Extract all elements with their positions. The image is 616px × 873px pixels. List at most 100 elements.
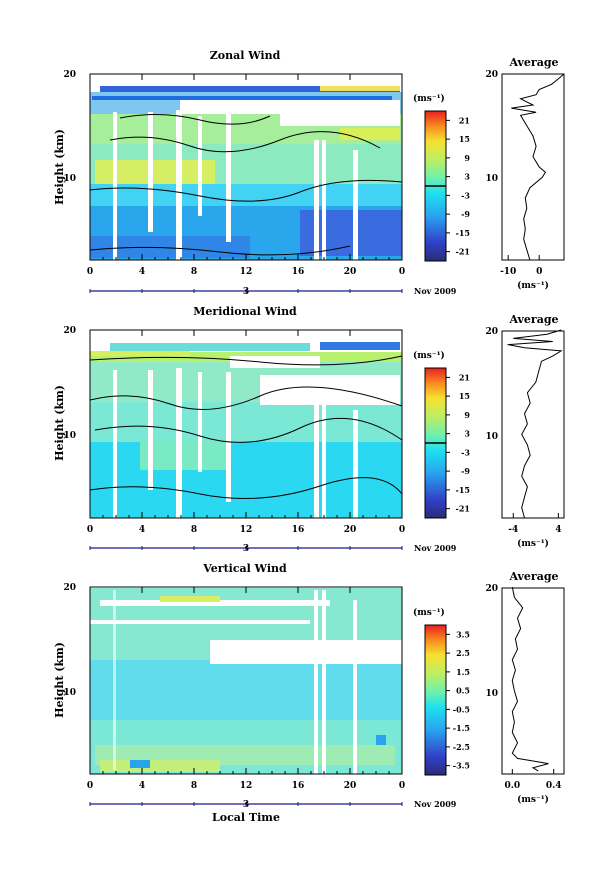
profile-line <box>511 586 549 772</box>
profile-title: Average <box>508 56 558 69</box>
profile-x-label: (ms⁻¹) <box>517 538 549 549</box>
panel-title: Vertical Wind <box>202 562 287 575</box>
y-tick-label: 20 <box>63 583 76 593</box>
x-tick-label: 4 <box>139 525 145 535</box>
colorbar-tick-label: -21 <box>456 247 470 257</box>
x-tick-label: 0 <box>87 525 93 535</box>
y-axis-label: Height (km) <box>53 129 66 205</box>
profile-x-tick-label: 4 <box>555 525 561 535</box>
day-label: 3 <box>243 800 249 810</box>
day-label: 3 <box>243 287 249 297</box>
panel-zonal-wind: Zonal Wind <box>53 49 565 297</box>
colorbar-tick-label: -9 <box>461 209 470 219</box>
profile-title: Average <box>508 313 558 326</box>
profile-x-label: (ms⁻¹) <box>517 280 549 291</box>
colorbar-tick-label: 9 <box>464 410 470 420</box>
panel-meridional-wind: Meridional Wind 0 4 8 12 16 20 0 <box>53 305 565 554</box>
colorbar-tick-label: 9 <box>464 153 470 163</box>
colorbar-tick-label: 3 <box>464 172 470 182</box>
x-tick-label: 8 <box>191 267 197 277</box>
colorbar-tick-label: -3 <box>461 190 470 200</box>
profile-y-tick: 20 <box>485 327 498 337</box>
colorbar-tick-label: 2.5 <box>456 648 470 658</box>
date-label: Nov 2009 <box>414 543 457 553</box>
x-tick-label: 20 <box>344 781 357 791</box>
colorbar-tick-label: -9 <box>461 466 470 476</box>
colorbar-label: (ms⁻¹) <box>413 607 445 618</box>
colorbar-tick-label: -15 <box>456 485 470 495</box>
x-axis-label: Local Time <box>212 811 280 824</box>
heatmap-field <box>89 86 403 260</box>
profile-frame <box>501 73 565 261</box>
profile-frame <box>501 587 565 775</box>
colorbar-tick-label: -1.5 <box>453 723 470 733</box>
colorbar-ticks: 3.5 2.5 1.5 0.5 -0.5 -1.5 -2.5 -3.5 <box>446 629 470 771</box>
x-tick-label: 0 <box>399 781 405 791</box>
panel-vertical-wind: Vertical Wind 0 4 8 12 16 20 0 20 10 Height (k… <box>53 562 565 824</box>
y-tick-label: 20 <box>63 70 76 80</box>
colorbar-label: (ms⁻¹) <box>413 93 445 104</box>
colorbar-tick-label: 15 <box>459 134 470 144</box>
day-label: 3 <box>243 544 249 554</box>
x-tick-label: 12 <box>240 525 253 535</box>
colorbar-tick-label: 1.5 <box>456 667 470 677</box>
x-tick-label: 12 <box>240 781 253 791</box>
date-label: Nov 2009 <box>414 799 457 809</box>
x-tick-label: 0 <box>399 525 405 535</box>
profile-x-tick-label: -10 <box>500 267 516 277</box>
colorbar-label: (ms⁻¹) <box>413 350 445 361</box>
profile-line <box>507 329 563 519</box>
profile-x-tick-label: 0.4 <box>546 781 562 791</box>
x-tick-label: 16 <box>292 525 305 535</box>
profile-y-tick: 10 <box>485 174 498 184</box>
colorbar-tick-label: -0.5 <box>453 704 470 714</box>
profile-frame <box>501 330 565 519</box>
profile-x-tick-label: 0 <box>536 267 542 277</box>
x-tick-label: 8 <box>191 525 197 535</box>
y-tick-label: 10 <box>63 688 76 698</box>
profile-y-tick: 20 <box>485 584 498 594</box>
profile-y-tick: 10 <box>485 432 498 442</box>
x-axis-ticks: 0 4 8 12 16 20 0 <box>87 330 405 550</box>
profile-y-tick: 10 <box>485 689 498 699</box>
colorbar-tick-label: -2.5 <box>453 742 470 752</box>
y-tick-label: 10 <box>63 174 76 184</box>
profile-title: Average <box>508 570 558 583</box>
colorbar-tick-label: -15 <box>456 228 470 238</box>
y-axis-label: Height (km) <box>53 385 66 461</box>
heatmap-field <box>89 342 403 518</box>
y-tick-label: 20 <box>63 326 76 336</box>
profile-x-tick-label: -4 <box>508 525 518 535</box>
profile-x-ticks: -4 4 <box>508 513 561 535</box>
panel-title: Zonal Wind <box>210 49 281 62</box>
profile-x-label: (ms⁻¹) <box>517 794 549 805</box>
x-tick-label: 8 <box>191 781 197 791</box>
x-tick-label: 4 <box>139 781 145 791</box>
date-label: Nov 2009 <box>414 286 457 296</box>
colorbar-tick-label: 21 <box>459 115 470 125</box>
colorbar-tick-label: 21 <box>459 372 470 382</box>
profile-x-tick-label: 0.0 <box>504 781 520 791</box>
colorbar <box>424 624 447 776</box>
colorbar-tick-label: -3.5 <box>453 761 470 771</box>
x-tick-label: 16 <box>292 267 305 277</box>
colorbar-tick-label: -3 <box>461 447 470 457</box>
x-tick-label: 0 <box>87 267 93 277</box>
x-tick-label: 16 <box>292 781 305 791</box>
profile-x-ticks: -10 0 <box>500 255 542 277</box>
y-axis-label: Height (km) <box>53 642 66 718</box>
profile-y-tick: 20 <box>485 70 498 80</box>
x-tick-label: 20 <box>344 267 357 277</box>
x-tick-label: 0 <box>399 267 405 277</box>
colorbar-tick-label: 15 <box>459 391 470 401</box>
x-tick-label: 0 <box>87 781 93 791</box>
x-tick-label: 12 <box>240 267 253 277</box>
x-tick-label: 20 <box>344 525 357 535</box>
heatmap-field <box>90 588 402 774</box>
profile-line <box>511 73 565 261</box>
profile-x-ticks: 0.0 0.4 <box>504 769 562 791</box>
colorbar-tick-label: 3.5 <box>456 629 470 639</box>
colorbar-tick-label: 3 <box>464 429 470 439</box>
x-tick-label: 4 <box>139 267 145 277</box>
